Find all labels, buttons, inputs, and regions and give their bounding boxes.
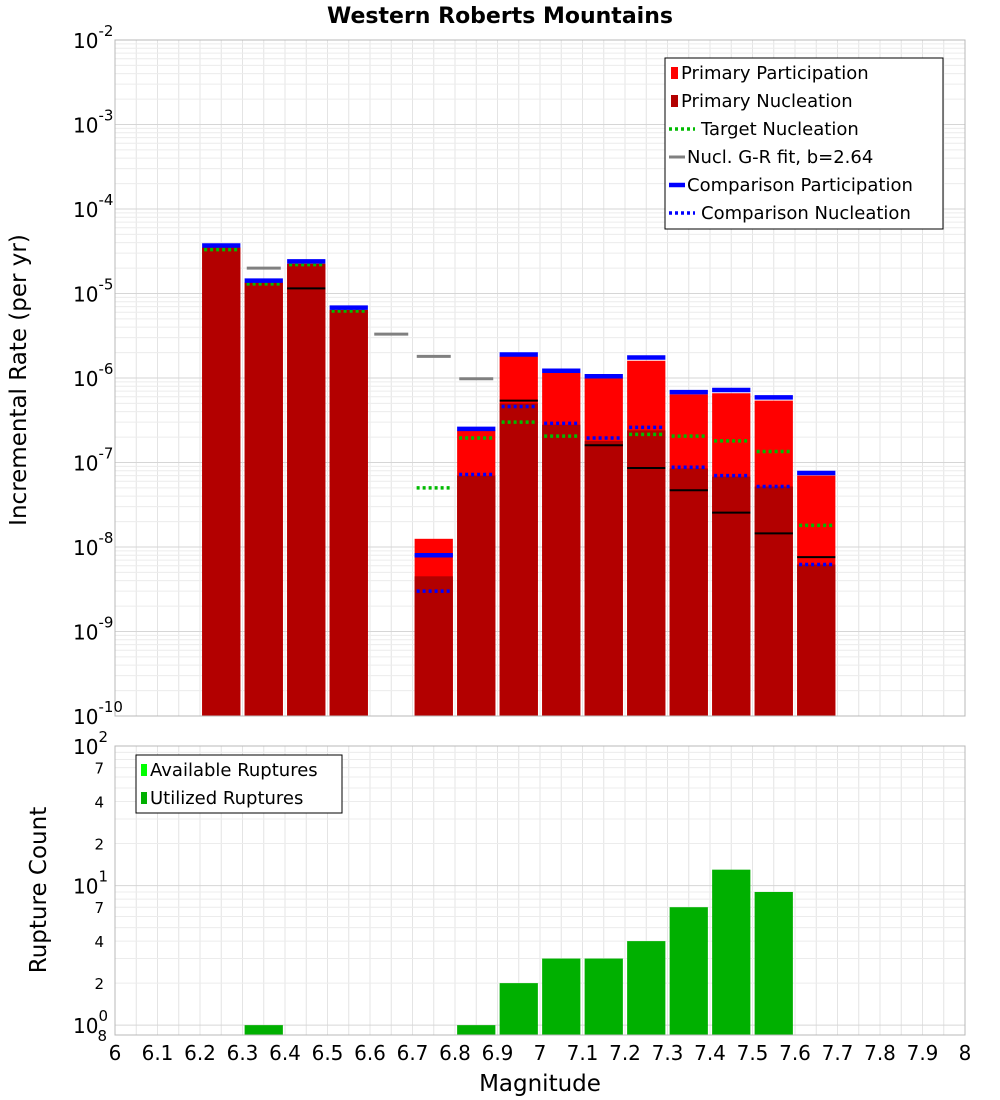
bottom-y-axis-label: Rupture Count [26, 807, 52, 973]
rupture-count-bar [499, 983, 538, 1035]
bottom-y-ticks: 102 101 100 7 4 2 7 4 2 8 [73, 728, 108, 1045]
bottom-legend-box [135, 754, 343, 814]
x-tick-label: 6.5 [312, 1041, 344, 1065]
x-tick-label: 6.9 [482, 1041, 514, 1065]
y-tick-label: 10-2 [73, 22, 113, 53]
x-tick-label: 7.8 [864, 1041, 896, 1065]
nucleation-bar [499, 403, 538, 716]
nucleation-bar [669, 468, 708, 716]
y-tick-label: 10-4 [73, 191, 113, 222]
bottom-bars [244, 869, 793, 1035]
x-tick-label: 7.5 [737, 1041, 769, 1065]
x-tick-label: 6.4 [269, 1041, 301, 1065]
y-minor-tick-label: 4 [94, 933, 104, 951]
top-plot-frame [114, 39, 966, 717]
nucleation-bar [712, 476, 751, 716]
rupture-count-bar [244, 1025, 283, 1035]
nucleation-bar [754, 486, 793, 716]
legend-swatch [671, 95, 678, 107]
nucleation-bar [627, 430, 666, 716]
y-tick-label: 10-3 [73, 107, 113, 138]
legend-entry-label: Comparison Nucleation [701, 203, 911, 224]
x-tick-label: 7.4 [694, 1041, 726, 1065]
rupture-count-bar [542, 958, 581, 1035]
legend-entry-label: Available Ruptures [150, 760, 318, 781]
bottom-legend: Available Ruptures Utilized Ruptures [135, 754, 343, 814]
y-tick-label: 10-8 [73, 529, 113, 560]
y-tick-label: 10-10 [73, 698, 123, 729]
y-minor-tick-label: 2 [94, 836, 104, 854]
y-tick-label: 10-7 [73, 445, 113, 476]
legend-entry-label: Primary Nucleation [681, 91, 853, 112]
legend-entry-label: Comparison Participation [687, 175, 913, 196]
x-tick-label: 6 [109, 1041, 122, 1065]
x-tick-label: 8 [959, 1041, 972, 1065]
nucleation-bar [202, 247, 241, 716]
nucleation-bar [329, 309, 368, 716]
legend-swatch [141, 792, 147, 804]
nucleation-bar [542, 424, 581, 716]
rupture-count-bar [457, 1025, 496, 1035]
legend-entry-label: Target Nucleation [700, 119, 859, 140]
x-tick-label: 7.1 [567, 1041, 599, 1065]
top-legend: Primary Participation Primary Nucleation T… [664, 57, 944, 230]
nucleation-bar [457, 475, 496, 716]
y-tick-label: 100 [73, 1007, 108, 1038]
x-tick-label: 7.3 [652, 1041, 684, 1065]
legend-swatch [141, 764, 147, 776]
x-axis-label: Magnitude [479, 1071, 601, 1097]
x-tick-label: 7.7 [822, 1041, 854, 1065]
y-tick-label: 102 [73, 728, 108, 759]
x-tick-label: 6.6 [354, 1041, 386, 1065]
legend-entry-label: Nucl. G-R fit, b=2.64 [687, 147, 873, 168]
legend-swatch [671, 67, 678, 79]
y-minor-tick-label: 7 [94, 760, 104, 778]
y-minor-tick-label: 8 [97, 1027, 107, 1045]
y-minor-tick-label: 2 [94, 975, 104, 993]
nucleation-bar [244, 282, 283, 716]
chart-title: Western Roberts Mountains [327, 4, 673, 29]
x-tick-label: 7.9 [907, 1041, 939, 1065]
y-tick-label: 10-5 [73, 276, 113, 307]
top-markers [202, 243, 836, 593]
x-tick-label: 6.7 [397, 1041, 429, 1065]
x-tick-label: 6.3 [227, 1041, 259, 1065]
y-minor-tick-label: 7 [94, 899, 104, 917]
x-tick-label: 7 [534, 1041, 547, 1065]
top-y-ticks: 10-10 10-9 10-8 10-7 10-6 10-5 10-4 10-3 10-2 [73, 22, 123, 729]
x-tick-label: 6.8 [439, 1041, 471, 1065]
y-tick-label: 10-6 [73, 360, 113, 391]
top-plot-area: 10-10 10-9 10-8 10-7 10-6 10-5 10-4 10-3 10-2 Pri… [73, 22, 966, 729]
x-tick-label: 7.6 [779, 1041, 811, 1065]
y-tick-label: 101 [73, 868, 108, 899]
legend-entry-label: Utilized Ruptures [150, 788, 303, 809]
x-ticks: 6 6.1 6.2 6.3 6.4 6.5 6.6 6.7 6.8 6.9 7 7.1 7.2 7.3 7.… [109, 1041, 972, 1065]
rupture-count-bar [584, 958, 623, 1035]
x-tick-label: 6.2 [184, 1041, 216, 1065]
rupture-count-bar [754, 891, 793, 1035]
rupture-count-bar [712, 869, 751, 1035]
rupture-count-bar [627, 941, 666, 1035]
nucleation-bar [584, 440, 623, 716]
x-tick-label: 6.1 [142, 1041, 174, 1065]
nucleation-bar [797, 564, 836, 716]
y-tick-label: 10-9 [73, 614, 113, 645]
top-bars [202, 247, 836, 716]
top-y-axis-label: Incremental Rate (per yr) [6, 234, 32, 526]
legend-entry-label: Primary Participation [681, 63, 869, 84]
top-legend-box [664, 57, 944, 230]
rupture-count-bar [669, 907, 708, 1035]
nucleation-bar [287, 263, 326, 716]
nucleation-bar [414, 576, 453, 716]
y-minor-tick-label: 4 [94, 794, 104, 812]
bottom-plot-frame [114, 745, 966, 1036]
x-tick-label: 7.2 [609, 1041, 641, 1065]
